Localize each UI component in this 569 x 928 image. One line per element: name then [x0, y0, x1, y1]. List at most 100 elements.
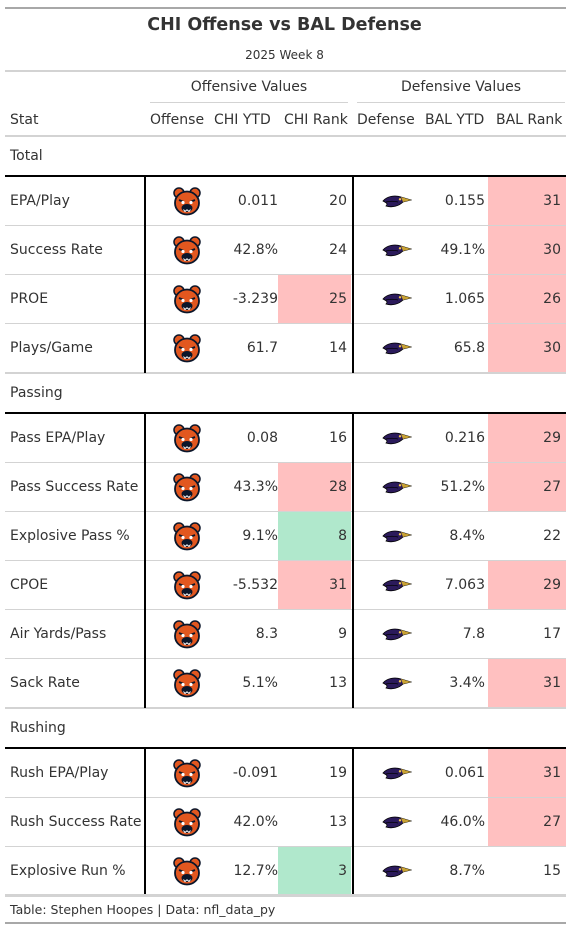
table-row: Plays/Game 61.7 14 65.8 30: [5, 324, 566, 373]
cell-chi-rank: 28: [329, 479, 347, 495]
cell-bal-ytd: 0.061: [444, 765, 485, 781]
chicago-bears-logo-icon: [172, 856, 202, 890]
baltimore-ravens-logo-icon: [382, 478, 413, 502]
cell-chi-rank: 14: [329, 340, 347, 356]
row-divider: [5, 846, 566, 847]
cell-bal-rank: 30: [543, 340, 561, 356]
defense-column-border: [352, 414, 354, 708]
cell-chi-rank: 13: [329, 814, 347, 830]
cell-stat: Success Rate: [10, 242, 103, 258]
cell-stat: Pass Success Rate: [10, 479, 139, 495]
offense-column-border: [144, 177, 146, 373]
row-divider: [5, 225, 566, 226]
baltimore-ravens-logo-icon: [382, 813, 413, 837]
table-title: CHI Offense vs BAL Defense: [147, 15, 422, 35]
row-divider: [5, 658, 566, 659]
chicago-bears-logo-icon: [172, 235, 202, 269]
group-top-rule: [5, 175, 566, 177]
baltimore-ravens-logo-icon: [382, 241, 413, 265]
bal-rank-highlight: [488, 226, 566, 275]
chi-rank-highlight: [278, 561, 351, 610]
cell-stat: Rush EPA/Play: [10, 765, 109, 781]
bal-rank-highlight: [488, 414, 566, 463]
baltimore-ravens-logo-icon: [382, 429, 413, 453]
cell-chi-rank: 9: [338, 626, 347, 642]
cell-bal-ytd: 8.4%: [449, 528, 485, 544]
cell-stat: Pass EPA/Play: [10, 430, 106, 446]
cell-chi-ytd: 5.1%: [242, 675, 278, 691]
cell-stat: CPOE: [10, 577, 49, 593]
top-rule: [5, 7, 566, 9]
group-top-rule: [5, 747, 566, 749]
cell-bal-rank: 29: [543, 430, 561, 446]
header-top-rule: [5, 70, 566, 72]
cell-bal-ytd: 0.155: [444, 193, 485, 209]
bal-rank-highlight: [488, 561, 566, 610]
cell-bal-ytd: 0.216: [444, 430, 485, 446]
cell-chi-rank: 16: [329, 430, 347, 446]
cell-bal-rank: 27: [543, 479, 561, 495]
cell-stat: Sack Rate: [10, 675, 80, 691]
cell-chi-rank: 20: [329, 193, 347, 209]
table-row: PROE -3.239 25 1.065 26: [5, 275, 566, 324]
footer-bottom-rule: [5, 922, 566, 924]
chi-rank-highlight: [278, 463, 351, 512]
chicago-bears-logo-icon: [172, 570, 202, 604]
bal-rank-highlight: [488, 463, 566, 512]
bal-rank-highlight: [488, 275, 566, 324]
chicago-bears-logo-icon: [172, 758, 202, 792]
cell-stat: EPA/Play: [10, 193, 70, 209]
bal-rank-highlight: [488, 177, 566, 226]
group-bottom-rule: [5, 372, 566, 374]
defense-column-border: [352, 177, 354, 373]
cell-chi-ytd: 42.8%: [233, 242, 278, 258]
cell-chi-ytd: -3.239: [232, 291, 278, 307]
cell-chi-rank: 31: [329, 577, 347, 593]
table-row: Pass EPA/Play 0.08 16 0.216 29: [5, 414, 566, 463]
cell-stat: Rush Success Rate: [10, 814, 142, 830]
chicago-bears-logo-icon: [172, 423, 202, 457]
cell-bal-ytd: 3.4%: [449, 675, 485, 691]
cell-chi-ytd: 0.08: [246, 430, 278, 446]
chi-rank-highlight: [278, 512, 351, 561]
table-row: EPA/Play 0.011 20 0.155 31: [5, 177, 566, 226]
baltimore-ravens-logo-icon: [382, 862, 413, 886]
cell-chi-ytd: 42.0%: [233, 814, 278, 830]
cell-chi-rank: 3: [338, 863, 347, 879]
cell-bal-ytd: 51.2%: [440, 479, 485, 495]
cell-chi-ytd: 8.3: [255, 626, 278, 642]
group-label-total: Total: [10, 148, 43, 164]
chicago-bears-logo-icon: [172, 472, 202, 506]
column-header-bal-rank: BAL Rank: [496, 112, 563, 128]
column-header-bottom-rule: [5, 135, 566, 137]
cell-bal-rank: 27: [543, 814, 561, 830]
row-divider: [5, 511, 566, 512]
cell-chi-ytd: 61.7: [246, 340, 278, 356]
baltimore-ravens-logo-icon: [382, 192, 413, 216]
baltimore-ravens-logo-icon: [382, 527, 413, 551]
row-divider: [5, 462, 566, 463]
column-header-offense: Offense: [150, 112, 205, 128]
spanner-defensive-underline: [357, 102, 565, 103]
cell-bal-rank: 26: [543, 291, 561, 307]
row-divider: [5, 609, 566, 610]
table-row: Explosive Pass % 9.1% 8 8.4% 22: [5, 512, 566, 561]
cell-bal-rank: 29: [543, 577, 561, 593]
table-subtitle: 2025 Week 8: [245, 48, 324, 62]
row-divider: [5, 274, 566, 275]
cell-chi-rank: 25: [329, 291, 347, 307]
cell-chi-ytd: -0.091: [232, 765, 278, 781]
column-header-defense: Defense: [357, 112, 415, 128]
cell-bal-ytd: 1.065: [444, 291, 485, 307]
chicago-bears-logo-icon: [172, 521, 202, 555]
baltimore-ravens-logo-icon: [382, 625, 413, 649]
chi-rank-highlight: [278, 275, 351, 324]
cell-bal-ytd: 7.063: [444, 577, 485, 593]
baltimore-ravens-logo-icon: [382, 764, 413, 788]
table-row: CPOE -5.532 31 7.063 29: [5, 561, 566, 610]
cell-chi-ytd: 0.011: [237, 193, 278, 209]
chicago-bears-logo-icon: [172, 807, 202, 841]
spanner-offensive-values: Offensive Values: [190, 79, 308, 95]
cell-bal-ytd: 46.0%: [440, 814, 485, 830]
cell-bal-ytd: 8.7%: [449, 863, 485, 879]
